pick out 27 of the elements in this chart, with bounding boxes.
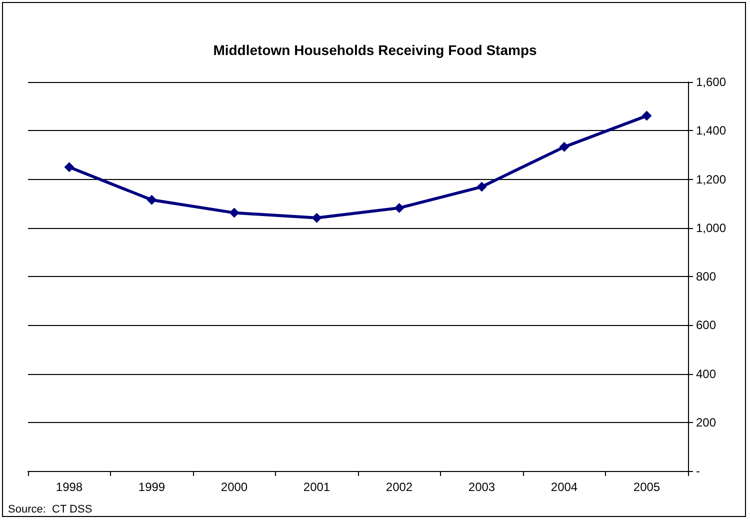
- x-tick-label: 1998: [56, 480, 83, 494]
- y-tick-label: 600: [696, 318, 716, 332]
- point: [146, 194, 157, 205]
- y-tick-label: 1,200: [696, 172, 726, 186]
- x-tick-label: 1999: [138, 480, 166, 494]
- y-tick-label: 1,000: [696, 220, 726, 235]
- y-tick-label: -: [696, 464, 700, 478]
- x-tick-label: 2004: [550, 480, 578, 494]
- y-tick-label: 400: [696, 366, 716, 381]
- point: [559, 142, 570, 152]
- point: [642, 110, 652, 121]
- y-tick-label: 1,600: [696, 75, 726, 89]
- point: [394, 202, 404, 213]
- point: [312, 212, 322, 223]
- y-tick-label: 1,400: [696, 124, 726, 138]
- x-tick-label: 2002: [386, 480, 413, 494]
- y-tick-label: 200: [696, 415, 716, 430]
- x-tick-label: 2000: [220, 480, 248, 494]
- point: [229, 208, 240, 218]
- x-tick-label: 2001: [303, 480, 330, 494]
- point: [476, 182, 487, 192]
- x-tick-label: 2005: [633, 480, 660, 494]
- x-tick-label: 2003: [468, 480, 496, 494]
- y-tick-label: 800: [696, 270, 716, 284]
- chart-title: Middletown Households Receiving Food Stamps: [213, 42, 537, 58]
- source-note: Source: CT DSS: [8, 504, 92, 516]
- point: [64, 162, 74, 172]
